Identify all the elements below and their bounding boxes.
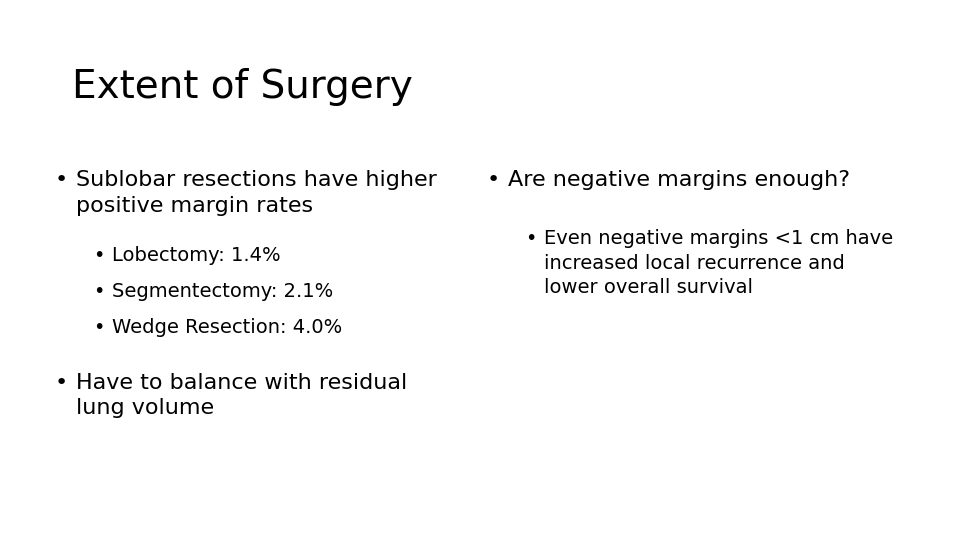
Text: Are negative margins enough?: Are negative margins enough? [508,170,850,190]
Text: •: • [55,170,68,190]
Text: •: • [487,170,500,190]
Text: •: • [93,246,105,265]
Text: •: • [93,318,105,337]
Text: •: • [525,230,537,248]
Text: Wedge Resection: 4.0%: Wedge Resection: 4.0% [112,318,343,337]
Text: Sublobar resections have higher
positive margin rates: Sublobar resections have higher positive… [76,170,437,215]
Text: Have to balance with residual
lung volume: Have to balance with residual lung volum… [76,373,407,418]
Text: •: • [93,282,105,301]
Text: Even negative margins <1 cm have
increased local recurrence and
lower overall su: Even negative margins <1 cm have increas… [544,230,894,297]
Text: •: • [55,373,68,393]
Text: Extent of Surgery: Extent of Surgery [72,68,413,105]
Text: Lobectomy: 1.4%: Lobectomy: 1.4% [112,246,281,265]
Text: Segmentectomy: 2.1%: Segmentectomy: 2.1% [112,282,333,301]
